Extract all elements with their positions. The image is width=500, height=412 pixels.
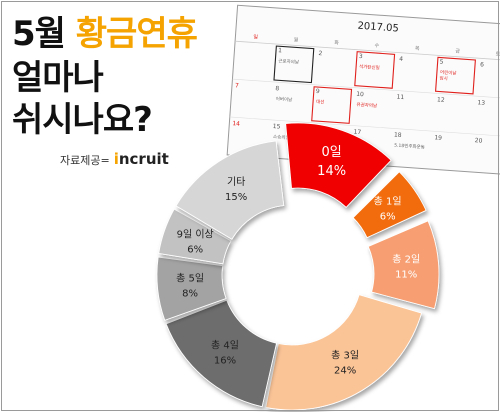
calendar-note: 근로자의날 — [278, 57, 299, 65]
slice-category-label: 총 3일 — [331, 350, 359, 362]
calendar-highlight-box — [273, 45, 315, 84]
calendar-highlight-box — [354, 51, 396, 89]
slice-category-label: 0일 — [322, 145, 342, 160]
calendar-date: 18 — [394, 131, 402, 139]
calendar-weekday: 금 — [455, 49, 460, 55]
calendar-date: 1 — [278, 47, 282, 54]
slice-category-label: 기타 — [227, 176, 245, 188]
calendar-date: 9 — [316, 88, 320, 95]
calendar-date: 6 — [480, 61, 484, 68]
calendar-note: 5.18민주화운동 — [394, 142, 425, 151]
slice-category-label: 총 1일 — [374, 196, 402, 208]
headline-line-3: 쉬시나요? — [12, 100, 153, 140]
calendar-note: 유권자의날 — [356, 101, 377, 109]
slice-value-label: 16% — [214, 356, 236, 367]
calendar-date: 5 — [439, 58, 443, 65]
slice-category-label: 총 4일 — [211, 340, 239, 352]
calendar-date: 8 — [275, 85, 279, 92]
source-credit: 자료제공= incruit — [60, 150, 169, 168]
calendar-weekday: 일 — [253, 33, 258, 40]
source-label: 자료제공= — [60, 154, 110, 167]
calendar-weekday: 목 — [415, 46, 420, 52]
headline-month: 5월 — [12, 14, 76, 54]
donut-slice — [175, 140, 285, 240]
calendar-highlight-box — [311, 86, 353, 124]
calendar-date: 11 — [396, 94, 404, 102]
calendar-weekday: 수 — [374, 43, 379, 49]
slice-category-label: 총 2일 — [392, 254, 420, 266]
donut-slice — [158, 208, 232, 265]
calendar-note: 어버이날 — [275, 95, 292, 103]
calendar-date: 14 — [232, 120, 240, 128]
donut-slice — [156, 256, 227, 321]
headline-line-1: 5월 황금연휴 — [12, 14, 198, 54]
calendar-date: 12 — [437, 96, 445, 104]
slice-value-label: 8% — [182, 289, 198, 300]
calendar-note: 임시 — [439, 75, 448, 83]
donut-slice — [352, 171, 427, 239]
slice-category-label: 총 5일 — [176, 273, 204, 285]
headline-golden-holiday: 황금연휴 — [75, 14, 198, 54]
calendar-date: 3 — [359, 53, 363, 60]
slice-value-label: 11% — [395, 270, 417, 281]
incruit-logo: incruit — [113, 150, 169, 168]
donut-slice — [165, 299, 277, 408]
calendar-note: 석가탄신일 — [359, 63, 380, 71]
calendar-date: 15 — [272, 123, 280, 131]
slice-value-label: 14% — [317, 164, 346, 179]
calendar-note: 대선 — [316, 98, 325, 106]
calendar-date: 10 — [356, 91, 364, 99]
calendar-divider — [235, 40, 500, 62]
calendar-weekday: 화 — [334, 40, 339, 46]
calendar-date: 17 — [353, 129, 361, 137]
calendar-date: 7 — [235, 82, 239, 89]
calendar-month-title: 2017.05 — [357, 21, 399, 35]
slice-value-label: 24% — [334, 366, 356, 377]
calendar-date: 19 — [434, 134, 442, 142]
calendar-date: 4 — [399, 56, 403, 63]
donut-slice — [265, 294, 423, 411]
slice-value-label: 15% — [225, 192, 247, 203]
donut-slice — [285, 122, 392, 208]
calendar-date: 13 — [477, 99, 485, 107]
calendar-note: 스승의날 — [273, 133, 290, 141]
headline-line-2: 얼마나 — [12, 58, 104, 98]
donut-slice — [367, 220, 440, 310]
calendar-date: 2 — [318, 50, 322, 57]
slice-category-label: 9일 이상 — [177, 228, 214, 240]
slice-value-label: 6% — [187, 244, 203, 255]
calendar-weekday: 월 — [294, 36, 299, 43]
calendar-row-line — [229, 116, 500, 138]
calendar-note: 어린이날 — [440, 69, 457, 77]
calendar-weekday: 토 — [496, 51, 500, 57]
calendar-row-line — [232, 78, 500, 100]
calendar-highlight-box — [435, 56, 476, 95]
slice-value-label: 6% — [380, 212, 396, 223]
calendar-date: 20 — [475, 137, 483, 145]
